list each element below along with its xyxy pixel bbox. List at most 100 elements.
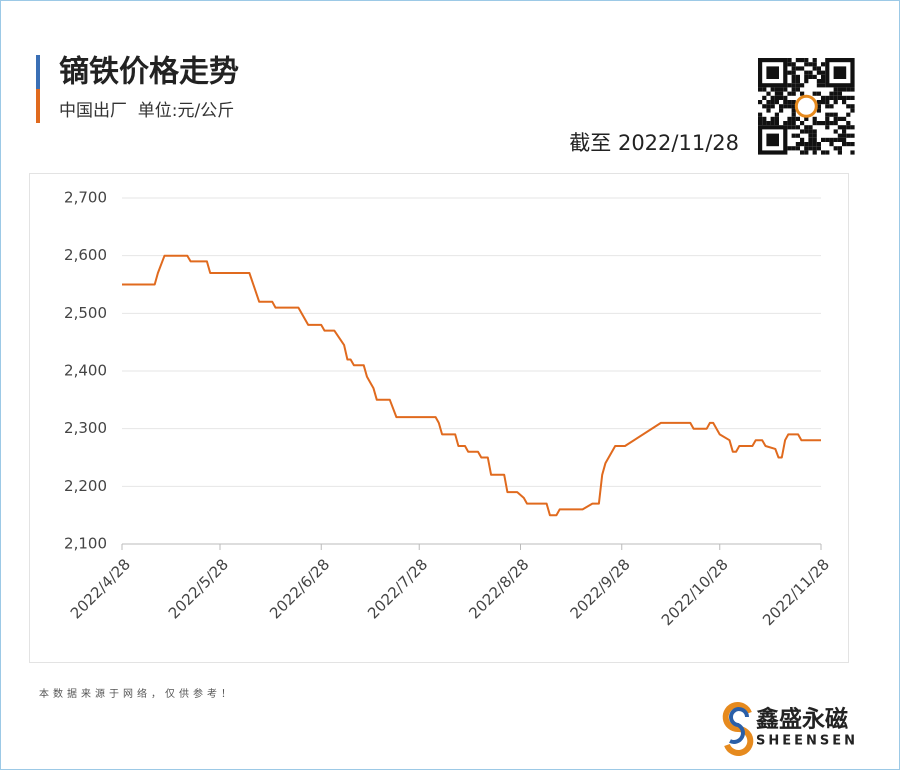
qr-module — [808, 142, 813, 147]
qr-module — [842, 116, 847, 121]
qr-module — [791, 66, 796, 71]
qr-module — [795, 125, 800, 130]
qr-module — [812, 58, 817, 63]
qr-module — [791, 83, 796, 88]
qr-module — [770, 104, 775, 109]
qr-module — [795, 79, 800, 84]
qr-module — [850, 87, 855, 92]
qr-module — [774, 112, 779, 117]
qr-module — [800, 58, 805, 63]
qr-module — [766, 91, 771, 96]
qr-module — [837, 87, 842, 92]
x-tick-label: 2022/6/28 — [266, 555, 333, 622]
qr-code — [757, 57, 855, 155]
qr-module — [787, 91, 792, 96]
qr-module — [837, 125, 842, 130]
qr-module — [816, 121, 821, 126]
qr-module — [787, 100, 792, 105]
qr-module — [842, 125, 847, 130]
qr-module — [812, 91, 817, 96]
qr-module — [812, 121, 817, 126]
qr-module — [770, 116, 775, 121]
qr-module — [762, 95, 767, 100]
qr-module — [825, 112, 830, 117]
qr-module — [804, 150, 809, 155]
qr-module — [787, 116, 792, 121]
x-tick-label: 2022/11/28 — [759, 555, 833, 629]
qr-module — [837, 95, 842, 100]
qr-module — [825, 125, 830, 130]
qr-module — [779, 104, 784, 109]
qr-module — [850, 104, 855, 109]
x-tick-label: 2022/7/28 — [364, 555, 431, 622]
x-tick-label: 2022/5/28 — [165, 555, 232, 622]
source-note: 本数据来源于网络，仅供参考！ — [39, 687, 235, 700]
qr-module — [829, 104, 834, 109]
qr-module — [804, 125, 809, 130]
qr-module — [795, 87, 800, 92]
qr-module — [821, 150, 826, 155]
qr-module — [833, 100, 838, 105]
qr-module — [787, 104, 792, 109]
qr-module — [812, 146, 817, 151]
qr-module — [833, 95, 838, 100]
x-tick-label: 2022/10/28 — [658, 555, 732, 629]
qr-module — [787, 125, 792, 130]
qr-module — [779, 87, 784, 92]
qr-module — [791, 146, 796, 151]
qr-module — [837, 137, 842, 142]
qr-module — [821, 95, 826, 100]
qr-finder — [766, 66, 779, 79]
qr-module — [770, 87, 775, 92]
qr-module — [816, 83, 821, 88]
qr-module — [804, 146, 809, 151]
qr-module — [800, 137, 805, 142]
qr-module — [787, 58, 792, 63]
qr-module — [762, 87, 767, 92]
y-tick-label: 2,400 — [64, 362, 107, 380]
qr-module — [804, 142, 809, 147]
qr-module — [783, 121, 788, 126]
qr-module — [812, 66, 817, 71]
qr-module — [758, 100, 763, 105]
qr-module — [842, 129, 847, 134]
as-of-date: 截至 2022/11/28 — [569, 131, 739, 155]
qr-module — [774, 95, 779, 100]
qr-module — [846, 133, 851, 138]
qr-module — [825, 150, 830, 155]
qr-module — [804, 116, 809, 121]
qr-module — [812, 62, 817, 67]
qr-module — [842, 142, 847, 147]
qr-module — [833, 146, 838, 151]
qr-module — [812, 74, 817, 79]
qr-module — [829, 112, 834, 117]
qr-module — [800, 142, 805, 147]
x-tick-label: 2022/8/28 — [465, 555, 532, 622]
qr-module — [842, 95, 847, 100]
qr-module — [762, 121, 767, 126]
qr-module — [787, 83, 792, 88]
qr-finder — [757, 57, 788, 88]
qr-module — [804, 62, 809, 67]
qr-module — [829, 137, 834, 142]
qr-module — [833, 112, 838, 117]
qr-module — [795, 142, 800, 147]
qr-module — [791, 116, 796, 121]
qr-module — [791, 121, 796, 126]
qr-module — [779, 95, 784, 100]
qr-finder — [757, 125, 788, 155]
qr-module — [825, 100, 830, 105]
qr-module — [850, 95, 855, 100]
qr-module — [795, 58, 800, 63]
qr-module — [846, 95, 851, 100]
qr-module — [791, 91, 796, 96]
qr-module — [762, 116, 767, 121]
qr-module — [812, 137, 817, 142]
qr-module — [804, 74, 809, 79]
qr-module — [850, 150, 855, 155]
x-tick-label: 2022/4/28 — [67, 555, 134, 622]
qr-module — [774, 91, 779, 96]
qr-module — [821, 70, 826, 75]
qr-module — [808, 133, 813, 138]
qr-module — [816, 91, 821, 96]
